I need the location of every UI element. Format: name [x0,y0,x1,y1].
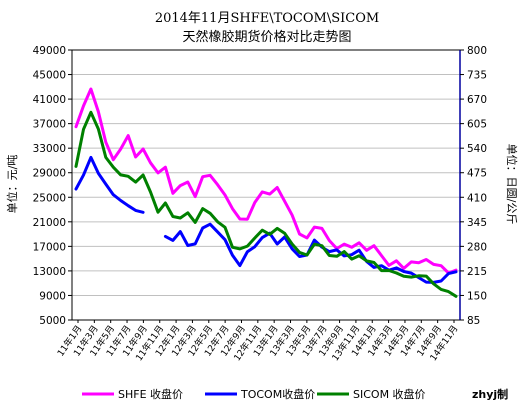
right-tick-label: 150 [467,290,487,302]
left-axis-title: 单位：元/吨 [5,155,19,214]
left-tick-label: 25000 [33,192,66,204]
legend-label: SICOM 收盘价 [353,387,426,401]
grid-lines [72,49,460,321]
left-tick-label: 21000 [33,217,66,229]
series-line-1 [74,87,458,275]
series-lines [74,87,458,298]
right-tick-label: 215 [467,266,487,278]
left-tick-label: 41000 [33,94,66,106]
right-tick-label: 345 [467,217,487,229]
legend: SHFE 收盘价 TOCOM收盘价 SICOM 收盘价 [82,387,426,401]
series-line-3 [74,110,458,298]
left-tick-label: 13000 [33,266,66,278]
chart-subtitle: 天然橡胶期货价格对比走势图 [182,29,351,45]
right-tick-label: 280 [467,241,487,253]
right-axis-ticks: 800 735 670 605 540 475 410 345 280 215 150 85 [460,45,487,327]
left-tick-label: 5000 [39,315,66,327]
left-tick-label: 29000 [33,168,66,180]
right-tick-label: 605 [467,119,487,131]
right-tick-label: 85 [467,315,480,327]
right-tick-label: 410 [467,192,487,204]
right-tick-label: 670 [467,94,487,106]
credit-label: zhyj制 [472,387,508,401]
left-tick-label: 17000 [33,241,66,253]
legend-label: TOCOM收盘价 [240,387,315,401]
right-tick-label: 475 [467,168,487,180]
right-tick-label: 735 [467,70,487,82]
right-tick-label: 540 [467,143,487,155]
legend-label: SHFE 收盘价 [118,387,183,401]
left-tick-label: 49000 [33,45,66,57]
left-tick-label: 9000 [39,290,66,302]
left-tick-label: 45000 [33,70,66,82]
right-axis-title: 单位：日圆/公斤 [505,144,519,225]
left-tick-label: 33000 [33,143,66,155]
chart-title: 2014年11月SHFE\TOCOM\SICOM [155,11,379,26]
left-axis-ticks: 49000 45000 41000 37000 33000 29000 25000 21000… [33,45,72,327]
right-tick-label: 800 [467,45,487,57]
left-tick-label: 37000 [33,119,66,131]
